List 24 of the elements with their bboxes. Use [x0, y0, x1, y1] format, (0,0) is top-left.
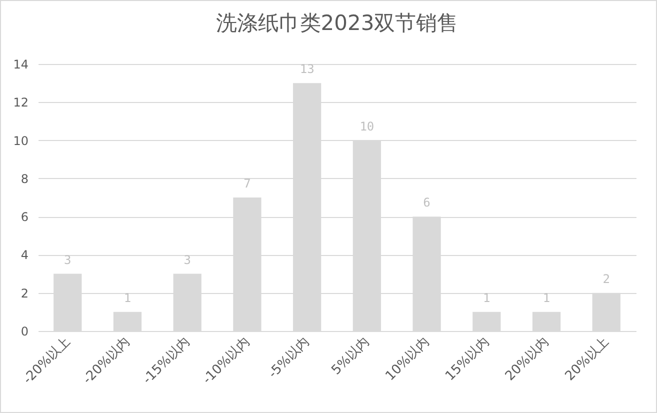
bar: [472, 312, 501, 331]
y-tick-label: 6: [20, 210, 28, 224]
data-label: 2: [602, 272, 610, 286]
data-label: 3: [64, 252, 72, 267]
y-tick-label: 2: [20, 286, 28, 300]
data-label: 1: [483, 290, 490, 305]
data-label: 3: [184, 252, 191, 267]
data-label: 10: [360, 119, 374, 134]
y-tick-label: 12: [13, 96, 28, 110]
bar: [532, 312, 561, 331]
y-tick-label: 14: [13, 58, 28, 72]
data-label: 1: [124, 290, 132, 305]
y-tick-label: 10: [13, 134, 28, 148]
y-tick-label: 8: [20, 172, 28, 186]
bar: [113, 312, 142, 331]
chart-title: 洗涤纸巾类2023双节销售: [216, 11, 458, 35]
x-tick-label: 5%以内: [329, 334, 373, 378]
data-label: 13: [300, 62, 314, 76]
y-tick-label: 4: [20, 248, 28, 262]
data-label: 1: [542, 290, 550, 305]
y-tick-label: 0: [20, 324, 28, 338]
x-tick-label: -5%以内: [266, 334, 313, 382]
data-label: 6: [423, 196, 430, 210]
data-label: 7: [244, 176, 251, 190]
